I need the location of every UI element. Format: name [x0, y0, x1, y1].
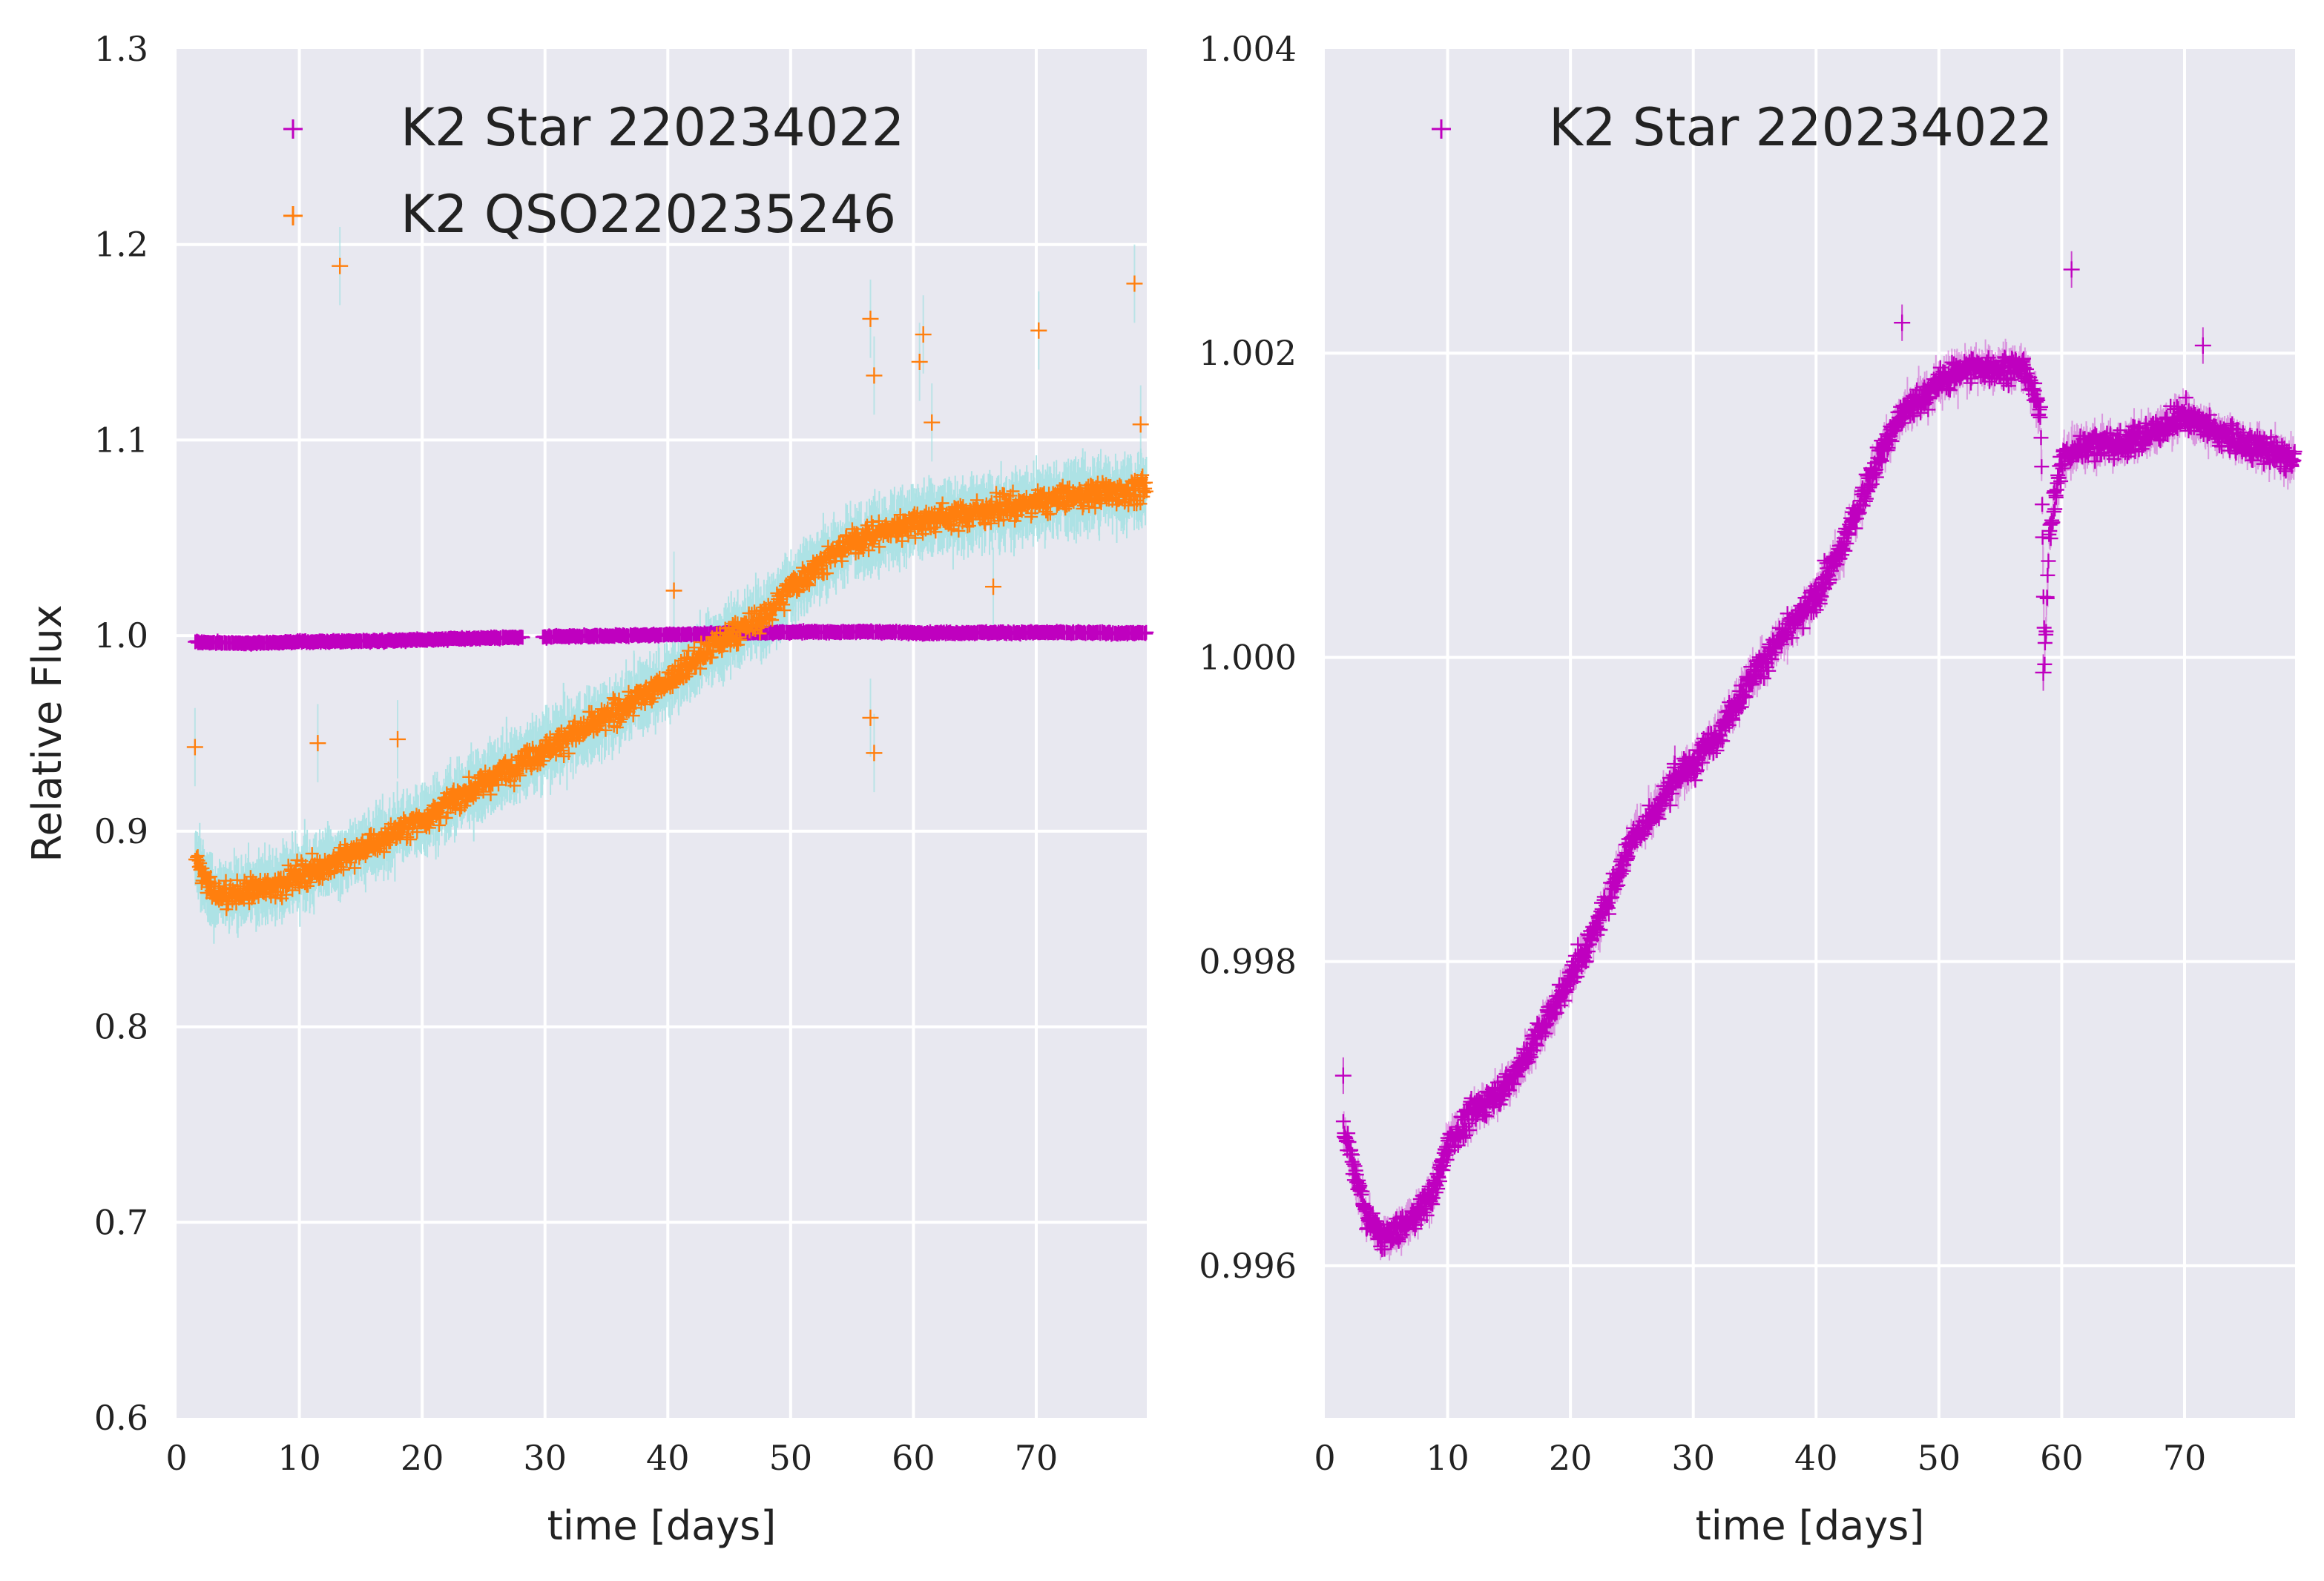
outlier-point: [1030, 322, 1047, 339]
y-tick-label: 1.000: [1199, 637, 1297, 677]
x-tick-label: 60: [892, 1438, 935, 1478]
left-y-axis-label: Relative Flux: [24, 604, 70, 862]
outlier-point: [1132, 416, 1149, 433]
left-y-tick-labels: 0.6 0.7 0.8 0.9 1.0 1.1 1.2 1.3: [94, 29, 148, 1438]
x-tick-label: 20: [401, 1438, 444, 1478]
x-tick-label: 40: [1794, 1438, 1838, 1478]
legend-star-marker: [283, 119, 303, 139]
series-markers-1: [188, 468, 1153, 917]
left-data-marks: [186, 257, 1154, 917]
x-tick-label: 30: [1671, 1438, 1715, 1478]
x-tick-label: 70: [2163, 1438, 2207, 1478]
right-y-tick-labels: 0.996 0.998 1.000 1.002 1.004: [1199, 29, 1297, 1286]
right-x-tick-labels: 0 10 20 30 40 50 60 70: [1314, 1438, 2206, 1478]
y-tick-label: 1.1: [94, 420, 148, 460]
outlier-point: [1666, 756, 1683, 773]
right-plot-area: [1325, 49, 2295, 1418]
outlier-point: [866, 745, 883, 762]
legend-qso-marker: [283, 206, 303, 225]
legend-star-marker-right: [1432, 119, 1451, 139]
legend-label-qso: K2 QSO220235246: [401, 184, 896, 245]
outlier-point: [1334, 1067, 1352, 1084]
outlier-point: [1894, 314, 1911, 331]
right-plot-panel: 0 10 20 30 40 50 60 70 0.996 0.998 1.000 1.002 1.00…: [1199, 29, 2302, 1549]
y-tick-label: 0.6: [94, 1398, 148, 1438]
outlier-point: [911, 353, 928, 370]
right-grid: [1325, 49, 2295, 1418]
y-tick-label: 0.8: [94, 1007, 148, 1047]
y-tick-label: 0.9: [94, 811, 148, 851]
outlier-point: [866, 367, 883, 384]
x-tick-label: 10: [1426, 1438, 1469, 1478]
outlier-point: [186, 739, 203, 756]
outlier-point: [2035, 664, 2052, 681]
x-tick-label: 50: [1918, 1438, 1961, 1478]
y-tick-label: 1.002: [1199, 333, 1297, 373]
right-legend: K2 Star 220234022: [1432, 97, 2053, 158]
x-tick-label: 0: [165, 1438, 187, 1478]
outlier-point: [332, 257, 349, 274]
outlier-point: [309, 735, 326, 752]
x-tick-label: 0: [1314, 1438, 1335, 1478]
outlier-point: [915, 326, 932, 343]
y-tick-label: 1.3: [94, 29, 148, 69]
left-plot-panel: 0 10 20 30 40 50 60 70 0.6 0.7 0.8 0.9 1.0 1.1 1.2 1.3…: [24, 29, 1154, 1549]
outlier-point: [924, 414, 941, 431]
outlier-point: [862, 310, 879, 327]
outlier-point: [1126, 275, 1143, 292]
legend-label-star: K2 Star 220234022: [401, 97, 904, 158]
outlier-point: [2194, 337, 2211, 354]
outlier-point: [389, 730, 406, 747]
x-tick-label: 40: [646, 1438, 690, 1478]
x-tick-label: 70: [1015, 1438, 1059, 1478]
x-tick-label: 20: [1549, 1438, 1593, 1478]
y-tick-label: 1.0: [94, 615, 148, 656]
x-tick-label: 30: [523, 1438, 567, 1478]
y-tick-label: 0.996: [1199, 1246, 1297, 1286]
y-tick-label: 0.7: [94, 1202, 148, 1242]
outlier-point: [985, 578, 1002, 595]
outlier-point: [665, 582, 682, 599]
x-tick-label: 50: [769, 1438, 813, 1478]
series-markers-0: [1335, 349, 2302, 1258]
outlier-point: [2063, 261, 2080, 278]
left-legend: K2 Star 220234022 K2 QSO220235246: [283, 97, 904, 245]
x-tick-label: 60: [2040, 1438, 2084, 1478]
outlier-point: [862, 709, 879, 726]
right-data-marks: [1334, 261, 2302, 1258]
left-plot-area: [177, 49, 1147, 1418]
x-tick-label: 10: [277, 1438, 321, 1478]
right-x-axis-label: time [days]: [1696, 1502, 1925, 1549]
left-x-tick-labels: 0 10 20 30 40 50 60 70: [165, 1438, 1058, 1478]
y-tick-label: 1.004: [1199, 29, 1297, 69]
y-tick-label: 0.998: [1199, 942, 1297, 982]
legend-label-star-right: K2 Star 220234022: [1549, 97, 2053, 158]
left-x-axis-label: time [days]: [547, 1502, 777, 1549]
y-tick-label: 1.2: [94, 225, 148, 265]
